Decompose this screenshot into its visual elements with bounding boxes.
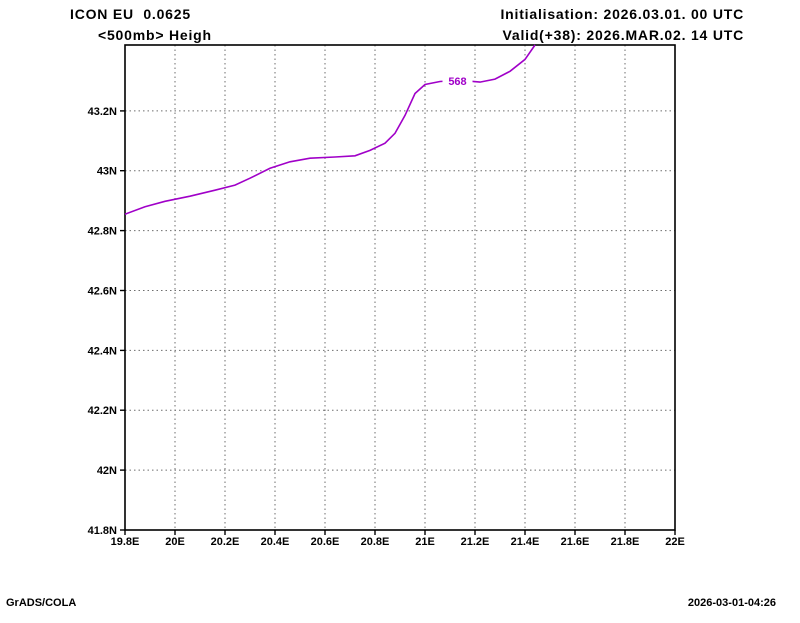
y-tick-label: 42.2N <box>88 405 117 417</box>
x-tick-label: 21E <box>415 536 435 548</box>
y-tick-label: 42.6N <box>88 286 117 298</box>
field-title: <500mb> Heigh <box>98 27 212 43</box>
contour-label: 568 <box>448 76 466 88</box>
render-timestamp: 2026-03-01-04:26 <box>687 597 776 609</box>
y-tick-label: 41.8N <box>88 525 117 537</box>
y-tick-label: 42.4N <box>88 345 117 357</box>
x-tick-label: 21.6E <box>561 536 590 548</box>
x-tick-label: 20.4E <box>261 536 290 548</box>
x-tick-label: 22E <box>665 536 685 548</box>
x-tick-label: 20.6E <box>311 536 340 548</box>
x-tick-label: 20.2E <box>211 536 240 548</box>
contour-line <box>124 44 536 215</box>
model-title: ICON EU 0.0625 <box>70 6 191 22</box>
init-time: Initialisation: 2026.03.01. 00 UTC <box>500 6 744 22</box>
y-tick-label: 42.8N <box>88 226 117 238</box>
x-tick-label: 20.8E <box>361 536 390 548</box>
y-tick-label: 43N <box>97 166 117 178</box>
grads-credit: GrADS/COLA <box>6 597 77 609</box>
y-tick-label: 43.2N <box>88 106 117 118</box>
y-tick-label: 42N <box>97 465 117 477</box>
x-tick-label: 21.2E <box>461 536 490 548</box>
plot-border <box>124 44 676 531</box>
contour-label-mask <box>442 72 473 89</box>
x-tick-label: 20E <box>165 536 185 548</box>
valid-time: Valid(+38): 2026.MAR.02. 14 UTC <box>502 27 744 43</box>
x-tick-label: 21.4E <box>511 536 540 548</box>
x-tick-label: 19.8E <box>111 536 140 548</box>
x-tick-label: 21.8E <box>611 536 640 548</box>
